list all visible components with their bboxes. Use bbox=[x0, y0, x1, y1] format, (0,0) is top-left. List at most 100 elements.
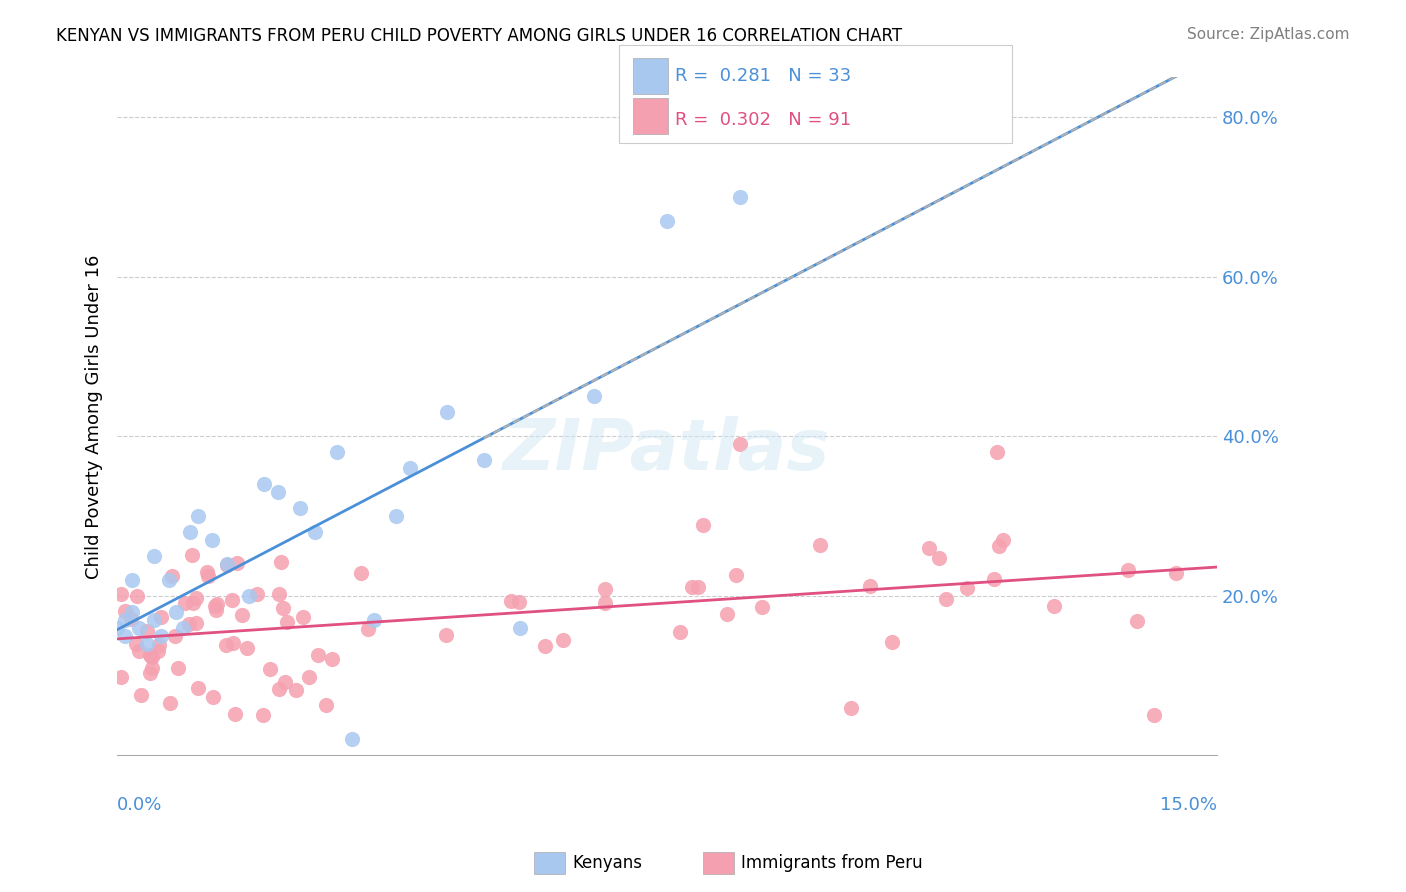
Text: 15.0%: 15.0% bbox=[1160, 796, 1216, 814]
Point bbox=[205, 602, 228, 616]
Point bbox=[686, 580, 709, 594]
Point bbox=[1126, 614, 1149, 628]
Point bbox=[472, 453, 495, 467]
Point bbox=[350, 566, 373, 580]
Point bbox=[253, 477, 276, 491]
Point bbox=[181, 596, 204, 610]
Point bbox=[110, 587, 132, 601]
Text: ZIPatlas: ZIPatlas bbox=[503, 416, 831, 484]
Point bbox=[298, 670, 321, 684]
Point bbox=[148, 638, 170, 652]
Point bbox=[114, 629, 136, 643]
Point bbox=[114, 613, 136, 627]
Point bbox=[159, 696, 181, 710]
Point bbox=[138, 648, 160, 662]
Point bbox=[593, 596, 616, 610]
Point bbox=[184, 616, 207, 631]
Point bbox=[274, 675, 297, 690]
Point bbox=[534, 639, 557, 653]
Point bbox=[135, 637, 157, 651]
Point bbox=[187, 509, 209, 524]
Point bbox=[681, 581, 703, 595]
Point bbox=[655, 214, 678, 228]
Point bbox=[221, 592, 243, 607]
Point bbox=[751, 599, 773, 614]
Point bbox=[207, 597, 229, 611]
Point bbox=[246, 587, 269, 601]
Point bbox=[202, 690, 225, 704]
Point bbox=[179, 524, 201, 539]
Y-axis label: Child Poverty Among Girls Under 16: Child Poverty Among Girls Under 16 bbox=[86, 254, 103, 579]
Point bbox=[187, 681, 209, 696]
Point bbox=[174, 595, 197, 609]
Point bbox=[267, 681, 290, 696]
Point bbox=[195, 565, 218, 579]
Point bbox=[730, 190, 752, 204]
Point bbox=[120, 612, 142, 626]
Point bbox=[692, 518, 714, 533]
Point bbox=[928, 551, 950, 566]
Point bbox=[105, 621, 128, 635]
Point bbox=[252, 708, 274, 723]
Point bbox=[114, 604, 136, 618]
Text: R =  0.281   N = 33: R = 0.281 N = 33 bbox=[675, 67, 851, 85]
Point bbox=[139, 648, 162, 663]
Point bbox=[269, 587, 291, 601]
Point bbox=[128, 644, 150, 658]
Point bbox=[730, 437, 752, 451]
Point bbox=[125, 589, 148, 603]
Point bbox=[918, 541, 941, 555]
Point bbox=[179, 616, 201, 631]
Point bbox=[215, 558, 238, 573]
Point bbox=[285, 683, 308, 698]
Point bbox=[363, 613, 385, 627]
Text: KENYAN VS IMMIGRANTS FROM PERU CHILD POVERTY AMONG GIRLS UNDER 16 CORRELATION CH: KENYAN VS IMMIGRANTS FROM PERU CHILD POV… bbox=[56, 27, 903, 45]
Point bbox=[290, 501, 312, 516]
Point bbox=[1143, 708, 1166, 723]
Point bbox=[307, 648, 329, 662]
Point bbox=[882, 635, 904, 649]
Point bbox=[991, 533, 1014, 547]
Point bbox=[725, 568, 748, 582]
Point bbox=[270, 555, 292, 569]
Point bbox=[326, 445, 349, 459]
Point bbox=[384, 509, 406, 524]
Point bbox=[716, 607, 738, 621]
Point bbox=[1116, 563, 1139, 577]
Point bbox=[315, 698, 337, 712]
Text: 0.0%: 0.0% bbox=[117, 796, 163, 814]
Point bbox=[508, 595, 530, 609]
Point bbox=[136, 624, 159, 639]
Point bbox=[125, 637, 148, 651]
Point bbox=[935, 592, 957, 607]
Point bbox=[172, 621, 194, 635]
Point bbox=[669, 624, 692, 639]
Point bbox=[165, 605, 187, 619]
Point bbox=[399, 461, 422, 475]
Point bbox=[436, 405, 458, 419]
Point bbox=[276, 615, 298, 630]
Point bbox=[129, 688, 152, 702]
Point bbox=[499, 594, 522, 608]
Point bbox=[217, 557, 239, 571]
Point bbox=[859, 579, 882, 593]
Point bbox=[839, 701, 862, 715]
Point bbox=[224, 707, 246, 722]
Point bbox=[292, 609, 315, 624]
Point bbox=[1166, 566, 1188, 580]
Point bbox=[150, 629, 173, 643]
Point bbox=[146, 644, 169, 658]
Point bbox=[150, 609, 173, 624]
Point bbox=[186, 591, 208, 606]
Point bbox=[267, 485, 290, 500]
Text: Immigrants from Peru: Immigrants from Peru bbox=[741, 854, 922, 871]
Point bbox=[163, 629, 186, 643]
Point bbox=[110, 670, 132, 684]
Point bbox=[271, 600, 294, 615]
Point bbox=[222, 636, 245, 650]
Point bbox=[139, 665, 162, 680]
Point bbox=[226, 556, 249, 570]
Text: Kenyans: Kenyans bbox=[572, 854, 643, 871]
Point bbox=[167, 661, 190, 675]
Point bbox=[238, 589, 260, 603]
